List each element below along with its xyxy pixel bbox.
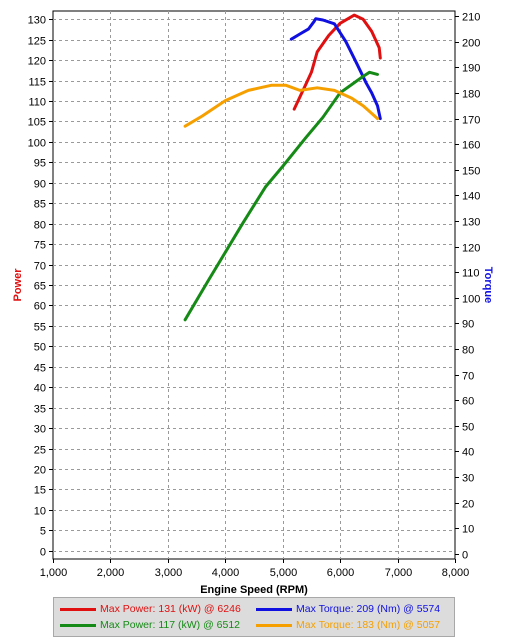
y-left-tick-label: 15 [34, 485, 46, 497]
legend-swatch [60, 607, 96, 611]
y-right-tick-label: 20 [462, 499, 474, 511]
y-left-tick-label: 30 [34, 424, 46, 436]
y-left-tick-label: 20 [34, 465, 46, 477]
y-left-tick-label: 95 [34, 158, 46, 170]
x-tick-label: 2,000 [97, 567, 125, 579]
tick-labels: 1,000 2,000 3,000 4,000 5,000 6,000 7,000 8,000… [28, 12, 481, 580]
legend-swatch [60, 623, 96, 627]
y-left-tick-label: 80 [34, 220, 46, 232]
x-tick-label: 7,000 [385, 567, 413, 579]
y-left-tick-label: 85 [34, 199, 46, 211]
series-lines [183, 13, 382, 322]
legend-swatch [256, 623, 292, 627]
y-right-tick-label: 190 [462, 63, 480, 75]
y-right-tick-label: 80 [462, 345, 474, 357]
x-tick-label: 6,000 [327, 567, 355, 579]
y-right-tick-label: 70 [462, 371, 474, 383]
legend-label: Max Power: 131 (kW) @ 6246 [100, 603, 241, 615]
y-right-tick-label: 120 [462, 243, 480, 255]
grid [53, 11, 455, 559]
legend-item: Max Power: 117 (kW) @ 6512 [60, 619, 240, 631]
y-left-tick-label: 60 [34, 301, 46, 313]
x-tick-label: 5,000 [270, 567, 298, 579]
legend-item: Max Power: 131 (kW) @ 6246 [60, 603, 241, 615]
legend-label: Max Power: 117 (kW) @ 6512 [100, 619, 241, 631]
y-left-tick-label: 105 [28, 117, 46, 129]
y-left-tick-label: 50 [34, 342, 46, 354]
y-right-tick-label: 10 [462, 524, 474, 536]
legend-item: Max Torque: 209 (Nm) @ 5574 [256, 603, 440, 615]
y-left-tick-label: 35 [34, 404, 46, 416]
y-right-tick-label: 200 [462, 38, 480, 50]
x-axis-title: Engine Speed (RPM) [200, 584, 308, 596]
y-right-tick-label: 100 [462, 294, 480, 306]
y-left-tick-label: 120 [28, 56, 46, 68]
y-right-tick-label: 50 [462, 422, 474, 434]
y-left-tick-label: 70 [34, 261, 46, 273]
legend-label: Max Torque: 183 (Nm) @ 5057 [296, 619, 441, 631]
y-left-tick-label: 55 [34, 322, 46, 334]
y-left-tick-label: 75 [34, 240, 46, 252]
y-right-tick-label: 210 [462, 12, 480, 24]
y-right-tick-label: 170 [462, 115, 480, 127]
y-left-tick-label: 10 [34, 506, 46, 518]
y-right-tick-label: 30 [462, 473, 474, 485]
x-tick-label: 1,000 [40, 567, 68, 579]
y-left-tick-label: 100 [28, 138, 46, 150]
series-line-2 [289, 17, 382, 121]
y-left-tick-label: 5 [40, 526, 46, 538]
y-left-tick-label: 40 [34, 383, 46, 395]
y-left-tick-label: 25 [34, 445, 46, 457]
y-right-tick-label: 150 [462, 166, 480, 178]
y-right-tick-label: 40 [462, 447, 474, 459]
y-left-tick-label: 0 [40, 547, 46, 559]
legend-swatch [256, 607, 292, 611]
y-left-tick-label: 65 [34, 281, 46, 293]
y-left-tick-label: 125 [28, 36, 46, 48]
y-left-tick-label: 110 [28, 97, 46, 109]
y-left-tick-label: 115 [28, 77, 46, 89]
y-left-tick-label: 90 [34, 179, 46, 191]
y-right-tick-label: 90 [462, 319, 474, 331]
x-tick-label: 8,000 [442, 567, 470, 579]
legend-item: Max Torque: 183 (Nm) @ 5057 [256, 619, 440, 631]
series-line-3 [183, 70, 379, 322]
y-right-tick-label: 180 [462, 89, 480, 101]
y-left-tick-label: 130 [28, 15, 46, 27]
y-right-tick-label: 60 [462, 396, 474, 408]
y-axis-right-title: Torque [482, 267, 494, 303]
y-right-tick-label: 160 [462, 140, 480, 152]
y-left-tick-label: 45 [34, 363, 46, 375]
y-right-tick-label: 130 [462, 217, 480, 229]
legend-label: Max Torque: 209 (Nm) @ 5574 [296, 603, 441, 615]
x-tick-label: 3,000 [155, 567, 183, 579]
y-axis-left-title: Power [12, 268, 24, 302]
series-line-4 [183, 83, 379, 128]
series-line-1 [292, 13, 382, 111]
y-right-tick-label: 110 [462, 268, 480, 280]
y-right-tick-label: 0 [462, 550, 468, 562]
legend: Max Power: 131 (kW) @ 6246 Max Torque: 2… [53, 597, 455, 637]
x-tick-label: 4,000 [212, 567, 240, 579]
y-right-tick-label: 140 [462, 191, 480, 203]
